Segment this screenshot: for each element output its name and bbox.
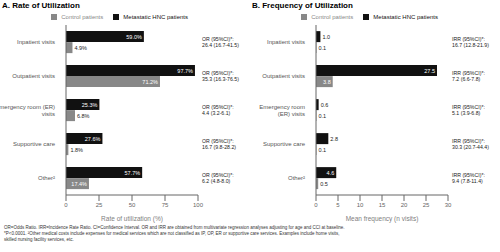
html-text:Control patients: Control patients — [61, 14, 104, 20]
svg-text:0.1: 0.1 — [318, 147, 326, 153]
svg-text:Outpatient visits: Outpatient visits — [12, 73, 55, 79]
svg-text:1.0: 1.0 — [322, 34, 330, 40]
svg-text:Outpatient visits: Outpatient visits — [262, 73, 305, 79]
html-text:Metastatic HNC patients: Metastatic HNC patients — [373, 14, 438, 20]
svg-text:4.6: 4.6 — [327, 170, 335, 176]
svg-text:6.8%: 6.8% — [77, 113, 90, 119]
html-text:B. Frequency of Utilization: B. Frequency of Utilization — [252, 1, 353, 10]
html-text:A. Rate of Utilization: A. Rate of Utilization — [2, 1, 80, 10]
svg-text:IRR (95%CI)*:5.1 (3.9-6.8): IRR (95%CI)*:5.1 (3.9-6.8) — [452, 104, 485, 116]
svg-text:27.6%: 27.6% — [85, 136, 101, 142]
svg-text:Other²: Other² — [288, 175, 305, 181]
svg-text:0.1: 0.1 — [318, 45, 326, 51]
svg-text:50: 50 — [129, 202, 136, 208]
svg-text:4.9%: 4.9% — [74, 45, 87, 51]
svg-text:57.7%: 57.7% — [125, 170, 141, 176]
svg-text:OR (95%CI)*:16.7 (9.8-28.2): OR (95%CI)*:16.7 (9.8-28.2) — [202, 138, 236, 150]
svg-text:25: 25 — [423, 202, 430, 208]
svg-text:0.1: 0.1 — [318, 113, 326, 119]
svg-text:59.0%: 59.0% — [126, 34, 142, 40]
svg-text:0: 0 — [64, 202, 68, 208]
html-text:Control patients: Control patients — [311, 14, 354, 20]
svg-text:20: 20 — [401, 202, 408, 208]
svg-text:IRR (95%CI)*:7.2 (6.6-7.8): IRR (95%CI)*:7.2 (6.6-7.8) — [452, 70, 485, 82]
svg-text:0.5: 0.5 — [320, 181, 328, 187]
svg-text:25: 25 — [96, 202, 103, 208]
svg-text:OR (95%CI)*:35.3 (16.3-76.5): OR (95%CI)*:35.3 (16.3-76.5) — [202, 70, 239, 82]
svg-text:Mean frequency (n visits): Mean frequency (n visits) — [346, 215, 419, 223]
svg-text:27.5: 27.5 — [424, 68, 435, 74]
svg-text:OR (95%CI)*:26.4 (16.7-41.5): OR (95%CI)*:26.4 (16.7-41.5) — [202, 36, 239, 48]
svg-text:75: 75 — [162, 202, 169, 208]
svg-text:3.8: 3.8 — [323, 79, 331, 85]
svg-text:Other²: Other² — [38, 175, 55, 181]
svg-text:Supportive care: Supportive care — [263, 141, 306, 147]
html-text:OR=Odds Ratio. IRR=Incidence R: OR=Odds Ratio. IRR=Incidence Rate Ratio.… — [4, 225, 345, 242]
svg-text:17.4%: 17.4% — [71, 181, 87, 187]
svg-text:IRR (95%CI)*:9.4 (7.8-11.4): IRR (95%CI)*:9.4 (7.8-11.4) — [452, 172, 485, 184]
svg-text:15: 15 — [379, 202, 386, 208]
svg-text:2.8: 2.8 — [330, 136, 338, 142]
svg-text:97.7%: 97.7% — [177, 68, 193, 74]
svg-text:30: 30 — [445, 202, 452, 208]
svg-text:Inpatient visits: Inpatient visits — [267, 39, 305, 45]
svg-text:25.3%: 25.3% — [82, 102, 98, 108]
svg-text:71.2%: 71.2% — [142, 79, 158, 85]
svg-text:1.8%: 1.8% — [70, 147, 83, 153]
svg-text:0.6: 0.6 — [321, 102, 329, 108]
svg-text:OR (95%CI)*:6.2 (4.8-8.0): OR (95%CI)*:6.2 (4.8-8.0) — [202, 172, 234, 184]
svg-text:Inpatient visits: Inpatient visits — [17, 39, 55, 45]
svg-text:Supportive care: Supportive care — [13, 141, 56, 147]
svg-text:Rate of utilization (%): Rate of utilization (%) — [101, 215, 163, 223]
svg-text:0: 0 — [314, 202, 318, 208]
svg-text:Emergency room(ER) visits: Emergency room(ER) visits — [259, 104, 305, 117]
html-text:Metastatic HNC patients: Metastatic HNC patients — [123, 14, 188, 20]
svg-text:5: 5 — [336, 202, 340, 208]
svg-text:IRR (95%CI)*:16.7 (12.8-21.9): IRR (95%CI)*:16.7 (12.8-21.9) — [452, 36, 489, 48]
svg-text:10: 10 — [357, 202, 364, 208]
svg-text:OR (95%CI)*:4.4 (3.2-6.1): OR (95%CI)*:4.4 (3.2-6.1) — [202, 104, 234, 116]
svg-text:100: 100 — [193, 202, 204, 208]
svg-text:IRR (95%CI)*:30.3 (20.7-44.4): IRR (95%CI)*:30.3 (20.7-44.4) — [452, 138, 489, 150]
svg-text:Emergency room (ER)visits: Emergency room (ER)visits — [8, 104, 55, 117]
